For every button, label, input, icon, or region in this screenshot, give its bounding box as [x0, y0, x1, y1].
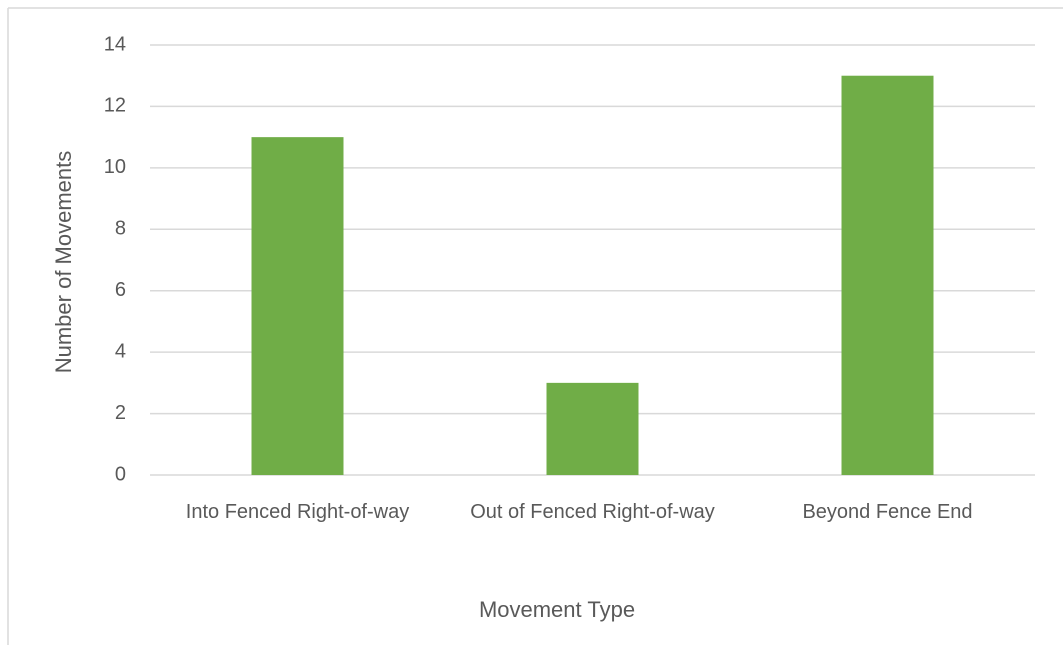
- y-tick-label: 10: [104, 156, 126, 178]
- y-tick-label: 4: [115, 340, 126, 362]
- y-tick-label: 8: [115, 218, 126, 240]
- y-axis-title: Number of Movements: [51, 151, 76, 374]
- x-tick-label: Into Fenced Right-of-way: [185, 501, 410, 523]
- x-tick-label: Out of Fenced Right-of-way: [470, 501, 715, 523]
- y-tick-label: 0: [115, 463, 126, 485]
- bar: [546, 382, 639, 475]
- y-tick-label: 2: [115, 402, 126, 424]
- y-tick-label: 12: [104, 95, 126, 117]
- x-tick-label: Beyond Fence End: [802, 501, 973, 523]
- x-axis-title: Movement Type: [479, 597, 635, 622]
- y-tick-label: 14: [104, 33, 126, 55]
- bar: [251, 137, 344, 475]
- y-tick-label: 6: [115, 279, 126, 301]
- bar: [841, 75, 934, 475]
